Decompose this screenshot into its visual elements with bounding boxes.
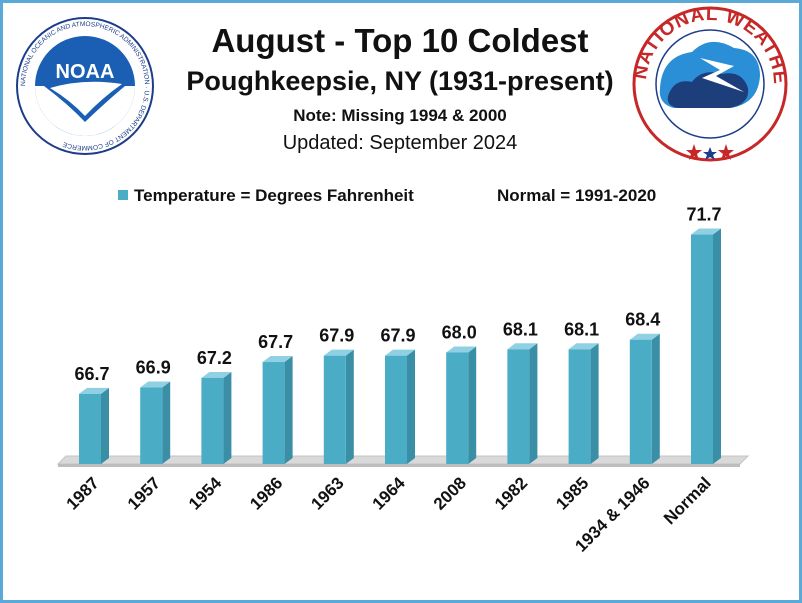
bar-side — [651, 333, 660, 464]
bar-value-label: 68.1 — [564, 319, 599, 339]
bar — [446, 352, 469, 464]
bar-top — [79, 387, 109, 394]
bar-top — [691, 228, 721, 235]
bar-side — [101, 387, 109, 464]
legend-normal-label: Normal = 1991-2020 — [497, 186, 657, 205]
x-tick-label: 1987 — [63, 473, 103, 513]
bar-side — [468, 346, 477, 464]
bar-side — [223, 371, 232, 464]
bar — [385, 355, 407, 464]
bar-value-label: 67.9 — [380, 326, 415, 346]
legend-swatch — [118, 190, 128, 200]
bar-value-label: 67.7 — [258, 332, 293, 352]
x-tick-label: 1985 — [552, 473, 592, 513]
bar — [568, 349, 591, 464]
bar — [507, 349, 530, 464]
bar-top — [140, 381, 171, 388]
bar-value-label: 67.2 — [197, 348, 232, 368]
bar-side — [529, 343, 538, 464]
bar-top — [568, 343, 599, 350]
x-tick-label: 1982 — [491, 473, 531, 513]
noaa-logo-text: NOAA — [56, 61, 115, 83]
bar-value-label: 68.0 — [442, 322, 477, 342]
legend: Temperature = Degrees Fahrenheit — [118, 186, 414, 206]
chart-subtitle-location: Poughkeepsie, NY (1931-present) — [186, 66, 614, 96]
chart-title: August - Top 10 Coldest — [211, 22, 589, 59]
chart-floor-edge — [58, 464, 740, 467]
bar-value-label: 68.4 — [625, 310, 660, 330]
x-tick-label: 1986 — [246, 473, 286, 513]
bar-top — [201, 371, 232, 378]
legend-series-label: Temperature = Degrees Fahrenheit — [134, 186, 414, 205]
bar — [262, 362, 285, 464]
bar-top — [262, 356, 293, 363]
x-tick-label: Normal — [660, 473, 715, 528]
bar-side — [407, 349, 415, 464]
bar-value-label: 67.9 — [319, 326, 354, 346]
bar — [629, 339, 652, 464]
x-tick-label: 1957 — [124, 473, 164, 513]
bar-side — [345, 349, 354, 464]
bar — [201, 377, 224, 464]
x-tick-label: 1963 — [307, 473, 347, 513]
bar-value-label: 68.1 — [503, 319, 538, 339]
bar-side — [590, 343, 599, 464]
nws-logo: NATIONAL WEATHER SERVICE — [630, 4, 789, 162]
bar-side — [713, 228, 721, 464]
x-tick-label: 1954 — [185, 473, 226, 514]
bar-value-label: 66.7 — [74, 364, 109, 384]
bar-side — [162, 381, 171, 464]
bar — [140, 387, 163, 464]
x-tick-label: 2008 — [430, 473, 470, 513]
bar-side — [284, 356, 293, 464]
chart-updated: Updated: September 2024 — [282, 132, 518, 154]
bar-top — [446, 346, 477, 353]
bar — [79, 393, 101, 464]
bar-top — [629, 333, 660, 340]
x-tick-label: 1964 — [369, 473, 410, 514]
bar — [323, 355, 346, 464]
chart-note: Note: Missing 1994 & 2000 — [293, 106, 507, 125]
bar-top — [507, 343, 538, 350]
bar — [691, 234, 713, 464]
bar-value-label: 71.7 — [686, 205, 721, 225]
bar-top — [323, 349, 354, 356]
bar-top — [385, 349, 415, 356]
bar-value-label: 66.9 — [136, 358, 171, 378]
noaa-logo: NOAA NATIONAL OCEANIC AND ATMOSPHERIC AD… — [16, 17, 154, 155]
